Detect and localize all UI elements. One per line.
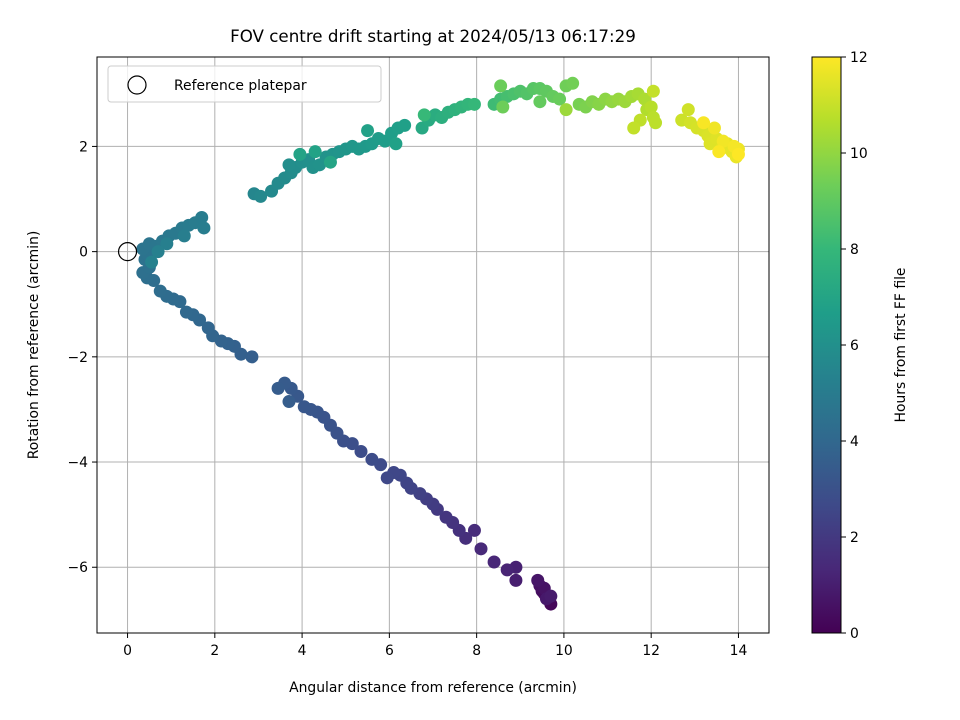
- y-tick-label: 0: [79, 245, 88, 261]
- data-point: [145, 255, 159, 269]
- data-point: [681, 103, 695, 117]
- data-point: [474, 542, 488, 556]
- data-point: [195, 210, 209, 224]
- colorbar-label: Hours from first FF file: [893, 268, 909, 423]
- colorbar-tick-label: 2: [850, 530, 859, 546]
- data-point: [646, 84, 660, 98]
- data-point: [177, 229, 191, 243]
- y-tick-label: −4: [68, 455, 89, 471]
- data-point: [151, 245, 165, 259]
- y-tick-label: −6: [68, 560, 88, 576]
- data-point: [282, 395, 296, 409]
- scatter-points: [117, 76, 745, 611]
- data-point: [323, 155, 337, 169]
- colorbar-tick-label: 4: [850, 434, 859, 450]
- data-point: [389, 137, 403, 151]
- x-tick-label: 8: [472, 643, 481, 659]
- data-point: [496, 100, 510, 114]
- x-axis-label: Angular distance from reference (arcmin): [289, 680, 577, 696]
- data-point: [297, 400, 311, 414]
- legend-entry: Reference platepar: [174, 78, 307, 94]
- data-point: [293, 147, 307, 161]
- data-point: [153, 284, 167, 298]
- legend-open-circle-icon: [127, 75, 147, 95]
- colorbar-tick-label: 8: [850, 242, 859, 258]
- data-point: [566, 76, 580, 90]
- colorbar-tick-label: 6: [850, 338, 859, 354]
- data-point: [731, 147, 745, 161]
- data-point: [712, 145, 726, 159]
- data-point: [627, 121, 641, 135]
- data-point: [649, 116, 663, 130]
- data-point: [197, 221, 211, 235]
- data-point: [439, 510, 453, 524]
- data-point: [644, 100, 658, 114]
- data-point: [716, 134, 730, 148]
- data-point: [707, 121, 721, 135]
- data-point: [487, 555, 501, 569]
- x-tick-label: 10: [555, 643, 573, 659]
- data-point: [254, 189, 268, 203]
- data-point: [160, 237, 174, 251]
- y-axis-ticks: −6 −4 −2 0 2: [68, 139, 97, 576]
- y-axis-label: Rotation from reference (arcmin): [26, 231, 42, 460]
- y-tick-label: 2: [79, 139, 88, 155]
- data-point: [467, 523, 481, 537]
- chart-title: FOV centre drift starting at 2024/05/13 …: [230, 26, 636, 46]
- data-point: [361, 124, 375, 138]
- legend: Reference platepar: [107, 65, 382, 103]
- data-point: [559, 103, 573, 117]
- data-point: [380, 471, 394, 485]
- colorbar-tick-label: 12: [850, 50, 868, 66]
- data-point: [271, 381, 285, 395]
- x-tick-label: 14: [730, 643, 748, 659]
- x-tick-label: 2: [210, 643, 219, 659]
- data-point: [354, 445, 368, 459]
- data-point: [553, 92, 567, 106]
- data-point: [201, 321, 215, 335]
- x-tick-label: 6: [385, 643, 394, 659]
- data-point: [245, 350, 259, 364]
- plot-frame: [96, 56, 770, 634]
- data-point: [417, 108, 431, 122]
- data-point: [282, 158, 296, 172]
- x-tick-label: 4: [298, 643, 307, 659]
- data-point: [179, 305, 193, 319]
- colorbar-ticks: 0 2 4 6 8 10 12: [841, 50, 868, 642]
- data-point: [500, 563, 514, 577]
- data-point: [509, 573, 523, 587]
- data-point: [365, 452, 379, 466]
- data-point: [533, 95, 547, 109]
- colorbar-gradient: [812, 57, 841, 633]
- reference-platepar-point: [117, 242, 138, 262]
- x-tick-label: 12: [642, 643, 660, 659]
- data-point: [398, 118, 412, 132]
- x-axis-ticks: 0 2 4 6 8 10 12 14: [123, 633, 747, 659]
- legend-box: [107, 65, 382, 103]
- data-point: [531, 573, 545, 587]
- data-point: [697, 116, 711, 130]
- x-tick-label: 0: [123, 643, 132, 659]
- colorbar-tick-label: 10: [850, 146, 868, 162]
- colorbar: 0 2 4 6 8 10 12 Hours from first FF file: [811, 50, 909, 642]
- data-point: [544, 589, 558, 603]
- y-tick-label: −2: [68, 350, 88, 366]
- data-point: [494, 79, 508, 93]
- data-point: [308, 145, 322, 159]
- data-point: [467, 97, 481, 111]
- colorbar-tick-label: 0: [850, 626, 859, 642]
- grid-lines: [97, 57, 769, 633]
